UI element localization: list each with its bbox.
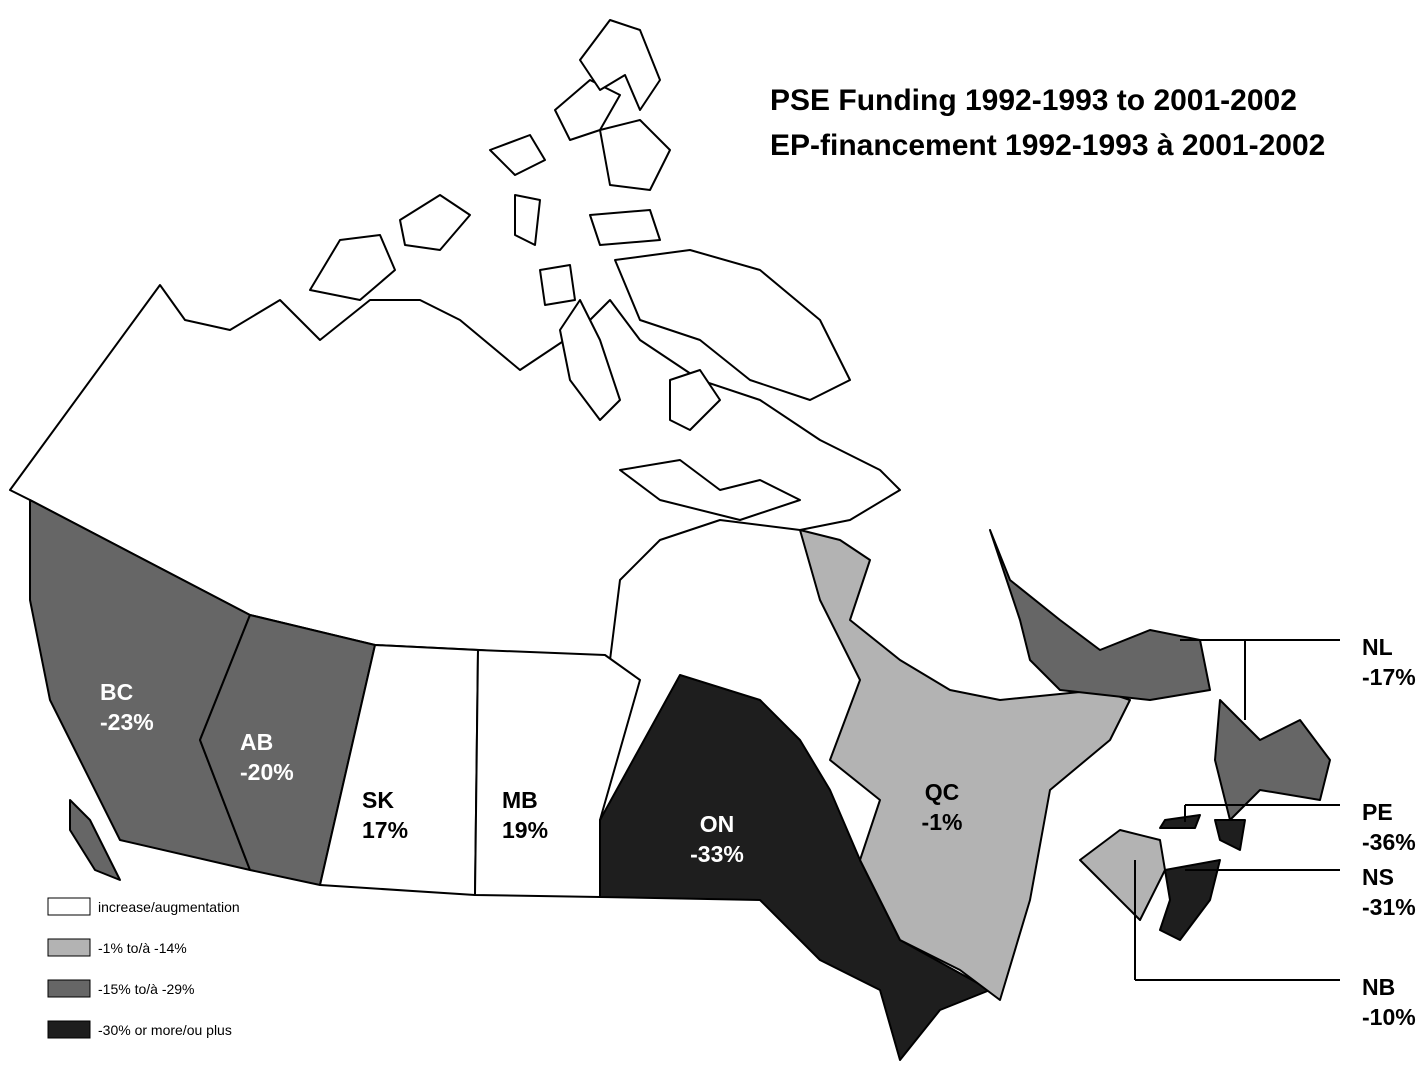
province-value: -36% — [1362, 829, 1416, 855]
province — [69, 799, 121, 881]
leader-lines — [1134, 639, 1340, 981]
province-code: SK — [362, 787, 394, 813]
province — [1214, 699, 1331, 821]
province — [199, 614, 376, 886]
legend-label: -15% to/à -29% — [98, 981, 195, 997]
province — [1159, 859, 1221, 941]
province — [1079, 829, 1166, 921]
province-value: 17% — [362, 817, 408, 843]
legend-swatch — [47, 938, 91, 957]
province-code: NS — [1362, 864, 1394, 890]
province-code: NB — [1362, 974, 1395, 1000]
legend-label: -30% or more/ou plus — [98, 1022, 232, 1038]
province — [1159, 814, 1201, 829]
province — [599, 674, 991, 1061]
province-value: 19% — [502, 817, 548, 843]
province-value: -23% — [100, 709, 154, 735]
province-code: QC — [925, 779, 960, 805]
province-value: -33% — [690, 841, 744, 867]
province-value: -1% — [922, 809, 963, 835]
legend-swatch — [47, 979, 91, 998]
province — [1214, 819, 1246, 851]
title: EP-financement 1992-1993 à 2001-2002 — [770, 129, 1325, 162]
legend-swatch — [47, 897, 91, 916]
arctic-islands — [309, 19, 851, 521]
province-code: AB — [240, 729, 273, 755]
legend-label: increase/augmentation — [98, 899, 240, 915]
province — [989, 529, 1211, 701]
province-value: -10% — [1362, 1004, 1416, 1030]
province-value: -20% — [240, 759, 294, 785]
province-code: PE — [1362, 799, 1393, 825]
province — [799, 529, 1131, 1001]
province-value: -31% — [1362, 894, 1416, 920]
province-code: NL — [1362, 634, 1393, 660]
title: PSE Funding 1992-1993 to 2001-2002 — [770, 84, 1297, 117]
legend-label: -1% to/à -14% — [98, 940, 187, 956]
province-value: -17% — [1362, 664, 1416, 690]
province-code: MB — [502, 787, 538, 813]
legend-swatch — [47, 1020, 91, 1039]
province-code: ON — [700, 811, 735, 837]
province-code: BC — [100, 679, 133, 705]
